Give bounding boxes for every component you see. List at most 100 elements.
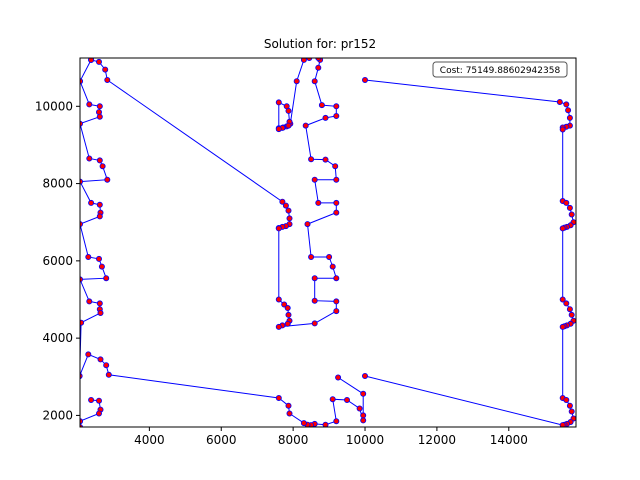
node-point — [356, 405, 363, 412]
node-point — [80, 319, 85, 326]
node-point — [105, 371, 112, 378]
node-point — [86, 155, 93, 162]
x-tick-label: 4000 — [134, 433, 165, 447]
node-point — [322, 421, 329, 427]
node-point — [88, 58, 95, 63]
node-point — [279, 198, 286, 205]
node-point — [284, 320, 291, 327]
node-point — [333, 199, 340, 206]
x-tick-label: 12000 — [418, 433, 456, 447]
y-tick-label: 4000 — [42, 331, 73, 345]
node-point — [285, 107, 292, 114]
node-point — [86, 298, 93, 305]
node-point — [275, 323, 282, 330]
node-point — [332, 163, 339, 170]
node-point — [300, 58, 307, 63]
node-point — [275, 394, 282, 401]
node-point — [104, 77, 111, 84]
node-point — [96, 300, 103, 307]
node-point — [318, 102, 325, 109]
node-point — [293, 78, 300, 85]
node-point — [300, 420, 307, 427]
x-tick-label: 6000 — [206, 433, 237, 447]
x-tick-label: 14000 — [490, 433, 528, 447]
node-point — [99, 163, 106, 170]
plot-clip-group — [80, 58, 576, 427]
node-point — [96, 213, 103, 220]
node-point — [96, 201, 103, 208]
node-point — [563, 199, 570, 206]
node-point — [308, 156, 315, 163]
node-point — [559, 126, 566, 133]
node-point — [308, 253, 315, 260]
node-point — [285, 207, 292, 214]
node-point — [563, 300, 570, 307]
y-tick-label: 2000 — [42, 408, 73, 422]
node-point — [329, 263, 336, 270]
node-point — [322, 156, 329, 163]
node-point — [315, 64, 322, 71]
node-point — [102, 66, 109, 73]
node-point — [97, 309, 104, 316]
node-point — [559, 422, 566, 427]
node-point — [275, 225, 282, 232]
cost-annotation: Cost: 75149.88602942358 — [432, 61, 568, 78]
node-point — [326, 253, 333, 260]
y-tick-label: 10000 — [35, 99, 73, 113]
node-point — [361, 77, 368, 84]
node-point — [559, 296, 566, 303]
node-point — [360, 417, 367, 424]
node-point — [566, 114, 573, 121]
node-point — [559, 225, 566, 232]
node-point — [104, 176, 111, 183]
node-point — [361, 372, 368, 379]
node-point — [329, 396, 336, 403]
node-point — [80, 373, 83, 379]
node-point — [96, 113, 103, 120]
node-point — [284, 304, 291, 311]
x-tick-label: 8000 — [278, 433, 309, 447]
node-point — [286, 215, 293, 222]
node-point — [333, 308, 340, 315]
node-point — [568, 408, 575, 415]
node-point — [285, 122, 292, 129]
node-point — [88, 396, 95, 403]
node-point — [286, 410, 293, 417]
node-point — [333, 113, 340, 120]
node-point — [85, 351, 92, 358]
node-point — [315, 199, 322, 206]
y-tick-label: 8000 — [42, 177, 73, 191]
node-point — [311, 320, 318, 327]
node-point — [333, 298, 340, 305]
plot-frame — [79, 57, 577, 428]
node-point — [86, 101, 93, 108]
node-point — [322, 114, 329, 121]
cost-annotation-box — [432, 61, 568, 78]
node-point — [333, 209, 340, 216]
node-point — [311, 78, 318, 85]
node-point — [96, 58, 103, 65]
node-point — [103, 275, 110, 282]
node-point — [88, 199, 95, 206]
node-point — [563, 396, 570, 403]
node-point — [275, 126, 282, 133]
node-point — [311, 297, 318, 304]
node-point — [98, 263, 105, 270]
node-point — [559, 323, 566, 330]
chart-title: Solution for: pr152 — [264, 37, 376, 51]
node-point — [96, 103, 103, 110]
node-point — [304, 221, 311, 228]
node-point — [281, 301, 288, 308]
node-point — [333, 418, 340, 425]
node-point — [568, 311, 575, 318]
node-point — [97, 356, 104, 363]
node-point — [85, 253, 92, 260]
node-point — [566, 204, 573, 211]
node-point — [343, 396, 350, 403]
cost-annotation-text: Cost: 75149.88602942358 — [440, 66, 561, 76]
node-point — [563, 101, 570, 108]
node-point — [333, 275, 340, 282]
node-point — [285, 311, 292, 318]
node-point — [96, 410, 103, 417]
